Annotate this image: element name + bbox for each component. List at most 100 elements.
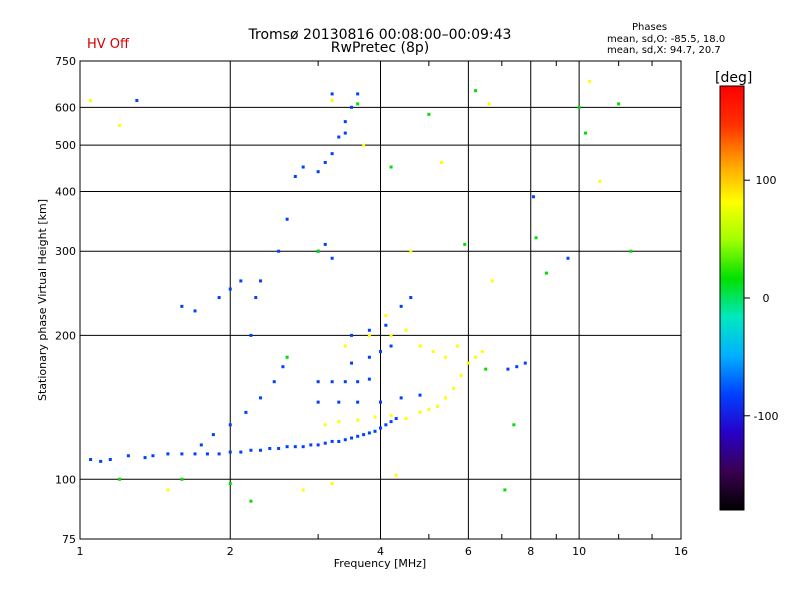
data-point (431, 350, 435, 354)
colorbar-ticks: 100 0 -100 (744, 174, 778, 423)
data-point (330, 152, 334, 156)
data-point (399, 304, 403, 308)
x-tick-label: 16 (674, 545, 688, 558)
data-point (617, 102, 621, 106)
data-point (444, 396, 448, 400)
data-point (544, 271, 548, 275)
data-point (135, 99, 139, 103)
data-point (323, 423, 327, 427)
data-point (367, 431, 371, 435)
data-point (515, 365, 519, 369)
data-point (166, 452, 170, 456)
phase-stats-x-mode: mean, sd,X: 94.7, 20.7 (607, 45, 721, 56)
data-point (350, 361, 354, 365)
y-tick-label: 100 (55, 473, 76, 486)
data-point (512, 423, 516, 427)
data-point (316, 443, 320, 447)
data-point (249, 448, 253, 452)
data-point (356, 92, 360, 96)
data-point (384, 423, 388, 427)
data-point (384, 323, 388, 327)
data-point (394, 473, 398, 477)
data-point (598, 179, 602, 183)
data-point (293, 174, 297, 178)
data-point (244, 410, 248, 414)
x-tick-label: 1 (77, 545, 84, 558)
data-point (356, 418, 360, 422)
data-point (404, 417, 408, 421)
data-point (473, 355, 477, 359)
y-tick-label: 500 (55, 139, 76, 152)
y-tick-label: 750 (55, 55, 76, 68)
data-point (259, 448, 263, 452)
x-tick-label: 2 (227, 545, 234, 558)
data-point (373, 415, 377, 419)
data-point (151, 454, 155, 458)
phase-colorbar (719, 85, 745, 511)
phase-stats-o-mode: mean, sd,O: -85.5, 18.0 (607, 34, 726, 45)
y-tick-label: 300 (55, 245, 76, 258)
data-point (259, 396, 263, 400)
data-point (89, 99, 93, 103)
data-point (323, 441, 327, 445)
data-point (362, 433, 366, 437)
data-point (301, 165, 305, 169)
data-point (440, 160, 444, 164)
data-point (118, 123, 122, 127)
data-point (404, 328, 408, 332)
x-axis-label: Frequency [MHz] (334, 557, 426, 570)
data-point (451, 386, 455, 390)
data-point (427, 112, 431, 116)
data-point (330, 92, 334, 96)
data-point (409, 249, 413, 253)
data-point (180, 452, 184, 456)
data-point (343, 131, 347, 135)
data-point (418, 393, 422, 397)
data-point (399, 396, 403, 400)
data-point (316, 400, 320, 404)
data-point (254, 296, 258, 300)
data-point (330, 380, 334, 384)
data-point (268, 446, 272, 450)
data-point (211, 433, 215, 437)
data-point (259, 279, 263, 283)
data-points (89, 79, 633, 503)
data-point (272, 380, 276, 384)
data-point (316, 170, 320, 174)
data-point (356, 102, 360, 106)
data-point (409, 296, 413, 300)
data-point (249, 499, 253, 503)
data-point (384, 314, 388, 318)
data-point (350, 436, 354, 440)
data-point (466, 361, 470, 365)
data-point (343, 438, 347, 442)
data-point (588, 79, 592, 83)
hv-status-label: HV Off (87, 37, 129, 52)
data-point (323, 242, 327, 246)
data-point (108, 457, 112, 461)
data-point (455, 344, 459, 348)
data-point (506, 367, 510, 371)
data-point (249, 333, 253, 337)
data-point (418, 344, 422, 348)
data-point (337, 135, 341, 139)
grid-lines (80, 61, 681, 539)
data-point (389, 165, 393, 169)
data-point (337, 400, 341, 404)
data-point (285, 355, 289, 359)
data-point (126, 454, 130, 458)
data-point (217, 452, 221, 456)
data-point (350, 333, 354, 337)
data-point (343, 120, 347, 124)
data-point (484, 367, 488, 371)
x-tick-label: 6 (465, 545, 472, 558)
data-point (584, 131, 588, 135)
data-point (343, 380, 347, 384)
data-point (301, 445, 305, 449)
data-point (309, 443, 313, 447)
data-point (205, 452, 209, 456)
x-tick-label: 10 (572, 545, 586, 558)
data-point (330, 439, 334, 443)
data-point (228, 481, 232, 485)
colorbar-tick-label: -100 (754, 410, 779, 423)
